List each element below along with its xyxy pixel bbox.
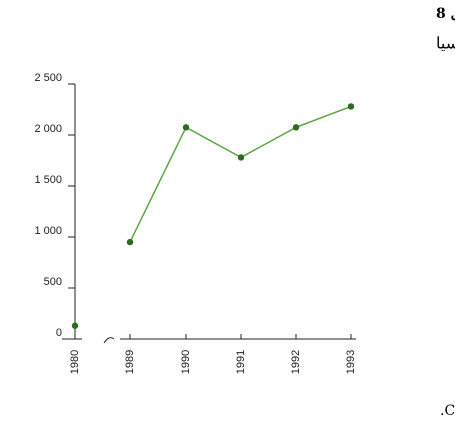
y-tick-label: 2 000 (34, 123, 62, 135)
x-tick-label: 1993 (345, 350, 357, 374)
x-tick-label: 1992 (290, 350, 302, 374)
x-tick-label: 1991 (235, 350, 247, 374)
x-tick-label: 1980 (69, 350, 81, 374)
point (237, 154, 245, 161)
point (126, 238, 134, 246)
line (129, 105, 352, 243)
y-tick-label: 1 500 (34, 174, 62, 186)
x-tick-label: 1989 (124, 350, 136, 374)
x-tick-label: 1990 (180, 350, 192, 374)
y-tick-label: 0 (56, 327, 62, 339)
figure-label: الشكل 8 (436, 6, 455, 22)
point (347, 103, 355, 110)
chart-title: هجرة موظفي البحث والتطوير من روسيا (436, 34, 455, 53)
point (71, 322, 79, 329)
point (182, 124, 190, 131)
y-tick-label: 2 500 (34, 72, 62, 84)
y-tick-label: 500 (44, 276, 62, 288)
y-tick-label: 1 000 (34, 225, 62, 237)
point (292, 124, 300, 131)
axis-break (103, 337, 115, 344)
source-note: المصدر: Centre for Science Research and … (440, 403, 455, 419)
